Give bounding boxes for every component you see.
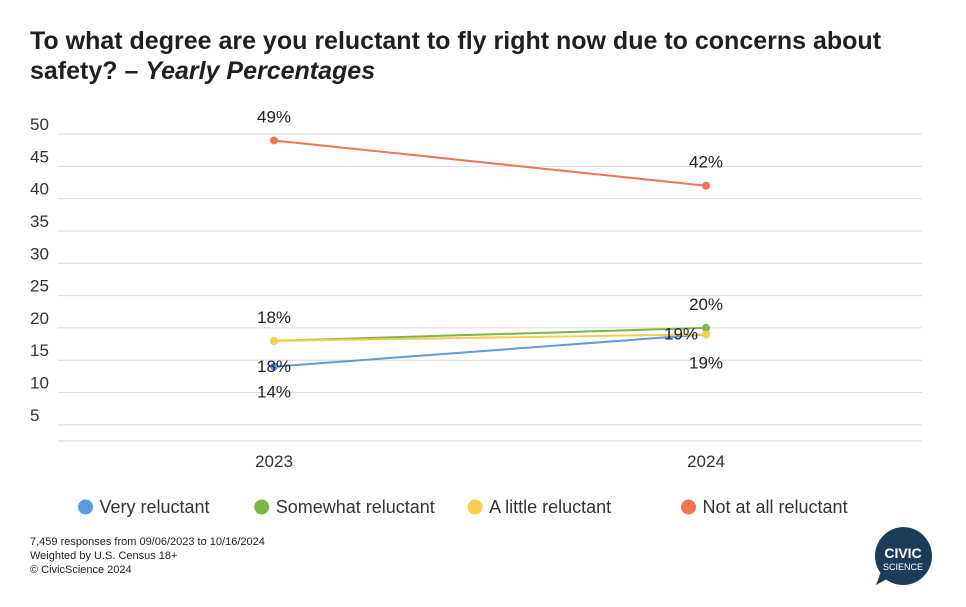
footnote-weighting: Weighted by U.S. Census 18+ [30, 550, 178, 562]
legend-label: Very reluctant [100, 497, 210, 517]
data-label: 20% [689, 295, 723, 314]
data-label: 18% [257, 308, 291, 327]
civicscience-logo: CIVIC SCIENCE [874, 527, 932, 585]
legend-marker [681, 499, 696, 515]
data-point [702, 181, 710, 190]
data-point [270, 336, 278, 345]
series-lines [270, 136, 710, 371]
legend-label: Somewhat reluctant [276, 497, 435, 517]
x-tick-label: 2024 [687, 452, 725, 471]
y-tick-label: 5 [30, 406, 39, 425]
y-tick-label: 15 [30, 341, 49, 360]
series-line [273, 333, 707, 342]
footnote-responses: 7,459 responses from 09/06/2023 to 10/16… [30, 536, 265, 548]
y-tick-label: 30 [30, 244, 49, 263]
y-tick-label: 25 [30, 277, 49, 296]
data-label: 19% [689, 353, 723, 372]
footnote-copyright: © CivicScience 2024 [30, 564, 132, 576]
y-tick-label: 50 [30, 115, 49, 134]
data-label: 14% [257, 383, 291, 402]
y-tick-label: 45 [30, 147, 49, 166]
data-point [702, 330, 710, 339]
legend: Very reluctant Somewhat reluctant A little… [78, 497, 848, 517]
chart-title: To what degree are you reluctant to fly … [30, 26, 930, 86]
data-label: 49% [257, 107, 291, 126]
data-label: 18% [257, 357, 291, 376]
chart-title-main: To what degree are you reluctant to fly … [30, 27, 882, 85]
y-tick-label: 40 [30, 180, 49, 199]
series-line [273, 326, 707, 342]
legend-marker [467, 499, 483, 515]
data-label: 19% [664, 324, 698, 343]
series-line [273, 139, 707, 187]
data-point [270, 136, 278, 145]
data-point [270, 362, 278, 371]
chart-title-italic: Yearly Percentages [145, 57, 376, 85]
legend-marker [78, 499, 93, 515]
legend-marker [254, 499, 270, 515]
legend-label: Not at all reluctant [703, 497, 848, 517]
data-label: 42% [689, 153, 723, 172]
svg-text:SCIENCE: SCIENCE [883, 562, 923, 572]
y-tick-label: 10 [30, 374, 49, 393]
y-tick-label: 35 [30, 212, 49, 231]
x-tick-label: 2023 [255, 452, 293, 471]
data-labels: 14% 19% 18% 20% 18% 19% 49% 42% [257, 107, 723, 401]
y-axis: 5 10 15 20 25 30 35 40 45 50 [30, 115, 49, 425]
y-tick-label: 20 [30, 309, 49, 328]
data-point [702, 323, 710, 332]
gridlines [58, 133, 922, 442]
legend-label: A little reluctant [489, 497, 611, 517]
x-axis: 2023 2024 [255, 452, 725, 471]
svg-text:CIVIC: CIVIC [884, 545, 921, 561]
series-line [273, 333, 707, 368]
footnote: 7,459 responses from 09/06/2023 to 10/16… [30, 535, 265, 577]
